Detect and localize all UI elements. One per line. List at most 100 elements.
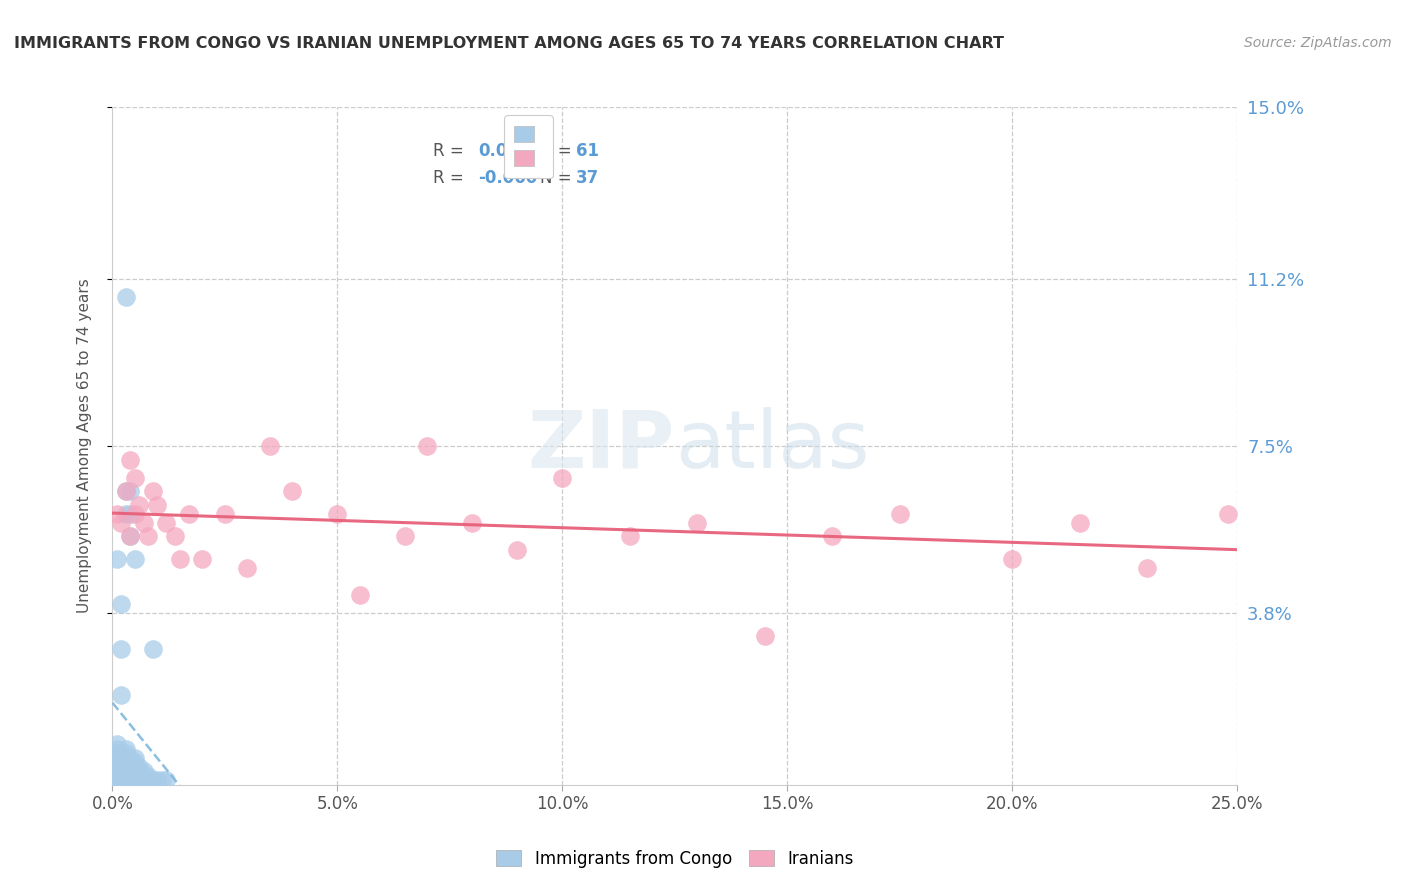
Point — [142, 773, 165, 788]
Point — [115, 751, 138, 765]
Point — [551, 470, 574, 484]
Point — [110, 747, 132, 761]
Point — [124, 552, 146, 566]
Text: R =: R = — [433, 169, 470, 187]
Point — [177, 507, 200, 521]
Point — [124, 470, 146, 484]
Text: R =: R = — [433, 142, 470, 160]
Point — [146, 773, 169, 788]
Point — [142, 484, 165, 499]
Y-axis label: Unemployment Among Ages 65 to 74 years: Unemployment Among Ages 65 to 74 years — [77, 278, 91, 614]
Text: atlas: atlas — [675, 407, 869, 485]
Point — [416, 439, 439, 453]
Point — [110, 756, 132, 770]
Point — [1001, 552, 1024, 566]
Point — [138, 529, 160, 543]
Point — [120, 529, 142, 543]
Point — [120, 769, 142, 783]
Point — [105, 760, 128, 774]
Point — [889, 507, 911, 521]
Point — [110, 751, 132, 765]
Legend: Immigrants from Congo, Iranians: Immigrants from Congo, Iranians — [489, 844, 860, 875]
Point — [394, 529, 416, 543]
Point — [686, 516, 709, 530]
Point — [115, 747, 138, 761]
Point — [110, 688, 132, 702]
Text: 0.036: 0.036 — [478, 142, 530, 160]
Point — [110, 642, 132, 657]
Point — [110, 769, 132, 783]
Point — [128, 773, 150, 788]
Point — [1218, 507, 1240, 521]
Point — [165, 529, 187, 543]
Point — [115, 760, 138, 774]
Point — [124, 760, 146, 774]
Text: N =: N = — [540, 169, 576, 187]
Point — [128, 760, 150, 774]
Point — [115, 773, 138, 788]
Point — [146, 498, 169, 512]
Point — [138, 773, 160, 788]
Point — [132, 769, 155, 783]
Point — [120, 529, 142, 543]
Point — [124, 751, 146, 765]
Point — [120, 760, 142, 774]
Point — [110, 764, 132, 779]
Text: IMMIGRANTS FROM CONGO VS IRANIAN UNEMPLOYMENT AMONG AGES 65 TO 74 YEARS CORRELAT: IMMIGRANTS FROM CONGO VS IRANIAN UNEMPLO… — [14, 36, 1004, 51]
Point — [115, 756, 138, 770]
Point — [105, 741, 128, 756]
Point — [115, 290, 138, 304]
Point — [169, 552, 191, 566]
Point — [105, 769, 128, 783]
Point — [128, 769, 150, 783]
Legend: , : , — [505, 115, 553, 178]
Point — [132, 516, 155, 530]
Point — [105, 773, 128, 788]
Point — [120, 773, 142, 788]
Point — [120, 484, 142, 499]
Point — [155, 773, 177, 788]
Point — [105, 751, 128, 765]
Text: 37: 37 — [576, 169, 599, 187]
Point — [110, 516, 132, 530]
Point — [115, 741, 138, 756]
Point — [236, 561, 259, 575]
Point — [105, 507, 128, 521]
Text: 61: 61 — [576, 142, 599, 160]
Text: N =: N = — [540, 142, 576, 160]
Point — [461, 516, 484, 530]
Point — [142, 642, 165, 657]
Point — [259, 439, 281, 453]
Point — [281, 484, 304, 499]
Point — [191, 552, 214, 566]
Text: -0.060: -0.060 — [478, 169, 537, 187]
Point — [128, 764, 150, 779]
Point — [124, 769, 146, 783]
Point — [105, 737, 128, 751]
Point — [1136, 561, 1159, 575]
Point — [124, 764, 146, 779]
Point — [619, 529, 641, 543]
Point — [115, 764, 138, 779]
Point — [1069, 516, 1091, 530]
Point — [132, 764, 155, 779]
Point — [506, 543, 529, 558]
Point — [110, 760, 132, 774]
Point — [115, 484, 138, 499]
Point — [120, 452, 142, 467]
Point — [132, 773, 155, 788]
Point — [128, 498, 150, 512]
Point — [155, 516, 177, 530]
Point — [124, 507, 146, 521]
Point — [821, 529, 844, 543]
Point — [110, 773, 132, 788]
Point — [124, 773, 146, 788]
Point — [120, 507, 142, 521]
Point — [754, 629, 776, 643]
Point — [138, 769, 160, 783]
Point — [214, 507, 236, 521]
Point — [105, 756, 128, 770]
Text: ZIP: ZIP — [527, 407, 675, 485]
Point — [115, 507, 138, 521]
Point — [326, 507, 349, 521]
